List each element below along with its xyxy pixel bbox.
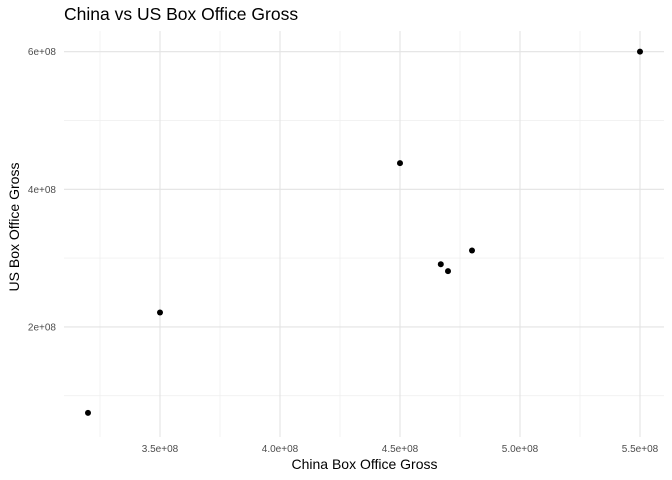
data-point <box>157 309 163 316</box>
x-tick-label: 5.0e+08 <box>502 444 539 455</box>
data-point <box>469 247 475 254</box>
x-tick-label: 5.5e+08 <box>622 444 659 455</box>
chart-title: China vs US Box Office Gross <box>64 4 299 24</box>
data-point <box>437 261 444 268</box>
x-tick-label: 4.5e+08 <box>382 444 419 455</box>
y-tick-label: 2e+08 <box>28 322 57 333</box>
x-tick-label: 4.0e+08 <box>262 444 299 455</box>
data-point <box>637 48 643 55</box>
x-tick-label: 3.5e+08 <box>142 444 179 455</box>
data-point <box>397 160 403 167</box>
data-point <box>85 409 91 416</box>
x-axis-title: China Box Office Gross <box>291 456 438 472</box>
y-tick-label: 6e+08 <box>28 47 57 58</box>
y-axis-title: US Box Office Gross <box>6 162 22 292</box>
y-tick-label: 4e+08 <box>28 185 57 196</box>
data-point <box>445 268 451 275</box>
